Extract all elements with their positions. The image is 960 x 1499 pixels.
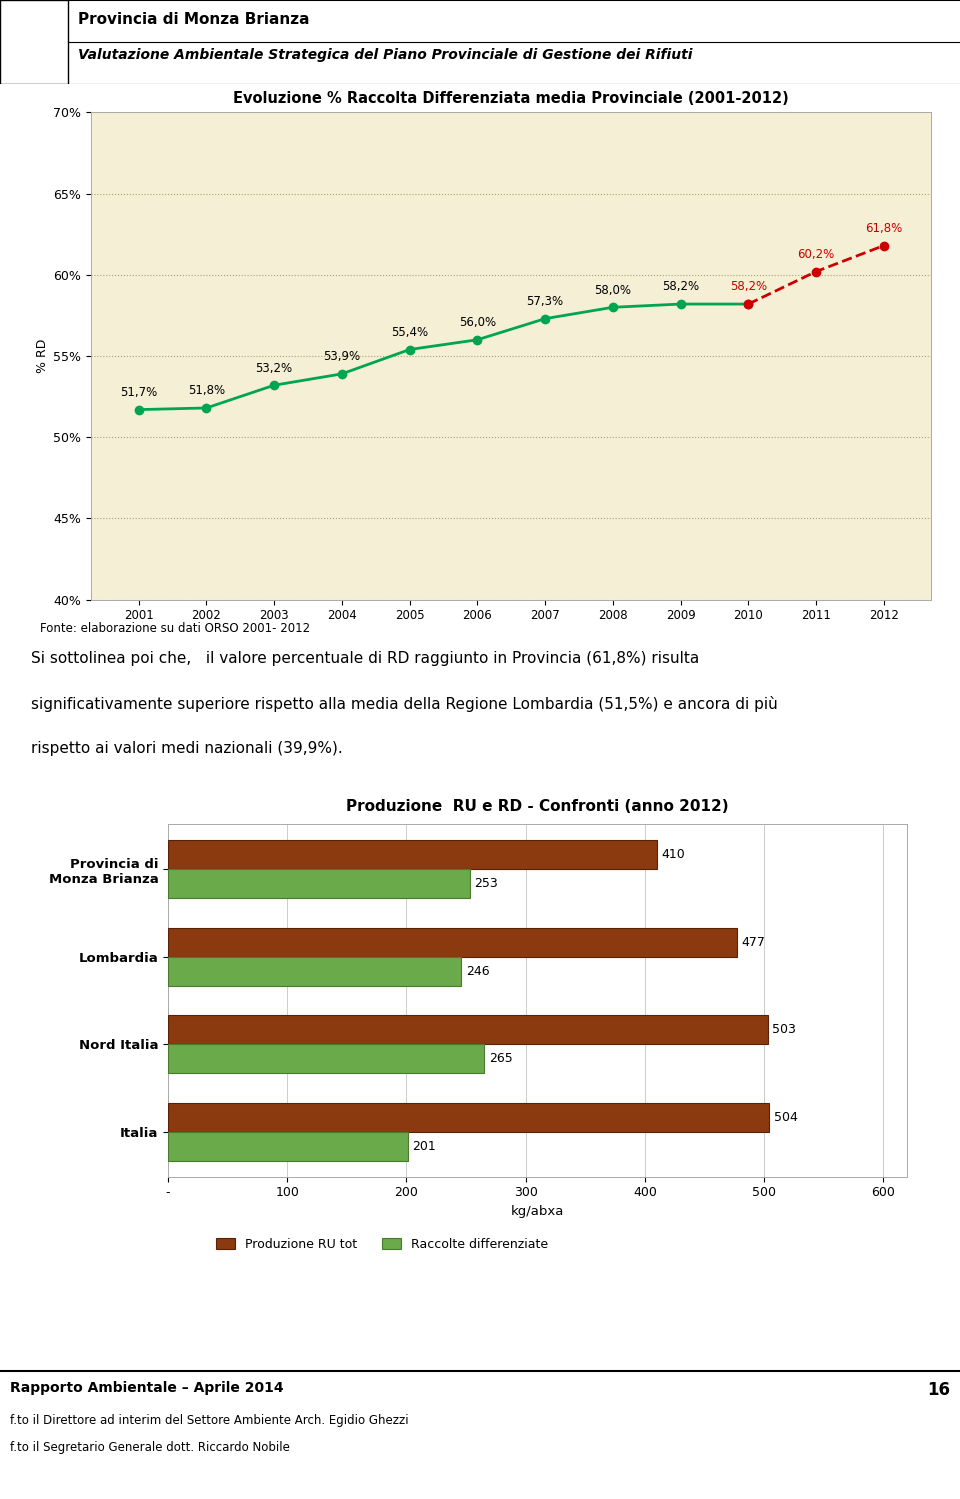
Text: 253: 253 bbox=[474, 877, 498, 890]
Text: f.to il Direttore ad interim del Settore Ambiente Arch. Egidio Ghezzi: f.to il Direttore ad interim del Settore… bbox=[10, 1414, 409, 1427]
Text: 16: 16 bbox=[927, 1381, 950, 1399]
Bar bbox=[168, 956, 462, 986]
Text: 61,8%: 61,8% bbox=[865, 222, 902, 235]
Text: 56,0%: 56,0% bbox=[459, 316, 496, 330]
Bar bbox=[168, 1132, 408, 1160]
Y-axis label: % RD: % RD bbox=[36, 339, 49, 373]
Text: rispetto ai valori medi nazionali (39,9%).: rispetto ai valori medi nazionali (39,9%… bbox=[31, 741, 343, 755]
Text: 504: 504 bbox=[774, 1111, 798, 1124]
Text: 51,7%: 51,7% bbox=[120, 387, 157, 399]
Text: 503: 503 bbox=[773, 1024, 797, 1036]
Text: 60,2%: 60,2% bbox=[798, 247, 834, 261]
Text: 265: 265 bbox=[489, 1052, 513, 1066]
Text: Valutazione Ambientale Strategica del Piano Provinciale di Gestione dei Rifiuti: Valutazione Ambientale Strategica del Pi… bbox=[78, 48, 692, 61]
Text: 57,3%: 57,3% bbox=[526, 295, 564, 309]
Text: Provincia di Monza Brianza: Provincia di Monza Brianza bbox=[78, 12, 309, 27]
Bar bbox=[0, 0, 68, 84]
Text: 53,2%: 53,2% bbox=[255, 361, 293, 375]
Text: 58,2%: 58,2% bbox=[730, 280, 767, 294]
Bar bbox=[168, 928, 736, 956]
Text: 55,4%: 55,4% bbox=[391, 325, 428, 339]
Title: Evoluzione % Raccolta Differenziata media Provinciale (2001-2012): Evoluzione % Raccolta Differenziata medi… bbox=[233, 91, 789, 106]
Legend: Produzione RU tot, Raccolte differenziate: Produzione RU tot, Raccolte differenziat… bbox=[211, 1232, 553, 1256]
Text: significativamente superiore rispetto alla media della Regione Lombardia (51,5%): significativamente superiore rispetto al… bbox=[31, 696, 778, 712]
Text: Fonte: elaborazione su dati ORSO 2001- 2012: Fonte: elaborazione su dati ORSO 2001- 2… bbox=[40, 622, 310, 634]
Bar bbox=[168, 1015, 768, 1045]
Bar bbox=[168, 1045, 484, 1073]
Bar bbox=[168, 869, 469, 898]
X-axis label: kg/abxa: kg/abxa bbox=[511, 1205, 564, 1219]
Text: 53,9%: 53,9% bbox=[324, 351, 360, 363]
Text: 201: 201 bbox=[413, 1139, 436, 1153]
Text: 410: 410 bbox=[661, 848, 685, 862]
Text: 58,2%: 58,2% bbox=[662, 280, 699, 294]
Text: Rapporto Ambientale – Aprile 2014: Rapporto Ambientale – Aprile 2014 bbox=[10, 1381, 283, 1396]
Text: 477: 477 bbox=[741, 935, 765, 949]
Bar bbox=[168, 841, 657, 869]
Title: Produzione  RU e RD - Confronti (anno 2012): Produzione RU e RD - Confronti (anno 201… bbox=[347, 799, 729, 814]
Bar bbox=[168, 1103, 769, 1132]
Text: 51,8%: 51,8% bbox=[188, 384, 225, 397]
Text: f.to il Segretario Generale dott. Riccardo Nobile: f.to il Segretario Generale dott. Riccar… bbox=[10, 1441, 290, 1454]
Text: 246: 246 bbox=[466, 965, 490, 977]
Text: Si sottolinea poi che,   il valore percentuale di RD raggiunto in Provincia (61,: Si sottolinea poi che, il valore percent… bbox=[31, 651, 699, 666]
Text: 58,0%: 58,0% bbox=[594, 283, 632, 297]
